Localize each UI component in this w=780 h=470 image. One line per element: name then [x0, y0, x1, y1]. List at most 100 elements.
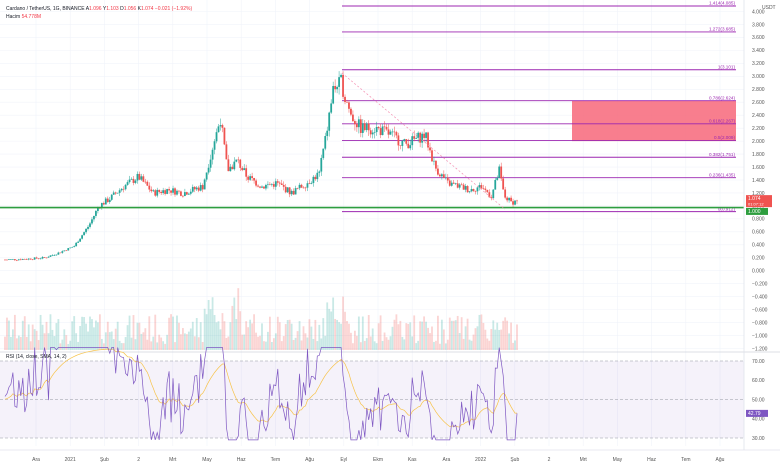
volume-bar	[79, 325, 82, 350]
candle-body	[201, 185, 204, 190]
volume-bar	[148, 316, 151, 350]
volume-bar	[93, 327, 95, 350]
volume-bar	[385, 337, 388, 350]
time-tick-label: Haz	[237, 457, 246, 463]
volume-bar	[146, 339, 149, 350]
volume-bar	[383, 332, 386, 350]
rsi-tick-label: 50.00	[752, 397, 765, 403]
volume-bar	[423, 316, 425, 350]
volume-bar	[219, 329, 222, 350]
volume-bar	[138, 322, 141, 350]
candle-body	[286, 187, 289, 193]
candle-body	[346, 101, 348, 103]
volume-bar	[91, 319, 93, 350]
volume-bar	[286, 320, 289, 350]
candle-body	[6, 259, 8, 261]
candle-body	[148, 185, 151, 190]
candle-body	[13, 259, 16, 261]
volume-bar	[462, 338, 465, 350]
volume-bar	[118, 340, 121, 350]
candle-body	[27, 258, 30, 260]
volume-bar	[514, 340, 516, 350]
volume-bar	[185, 334, 188, 350]
volume-bar	[417, 340, 420, 350]
volume-bar	[47, 333, 50, 350]
candle-body	[10, 259, 12, 260]
rsi-panel: 70.00 60.00 50.00 40.00 30.00 RSI (14, close,…	[0, 347, 780, 442]
candle-body	[142, 176, 145, 182]
candle-body	[217, 126, 220, 133]
volume-bar	[435, 340, 437, 350]
candle-body	[300, 184, 303, 188]
candle-body	[59, 252, 62, 254]
volume-bar	[6, 317, 8, 350]
candle-body	[431, 150, 433, 162]
candle-body	[379, 128, 382, 136]
volume-bar	[504, 317, 507, 350]
volume-bar	[381, 340, 384, 350]
volume-bar	[61, 339, 64, 350]
candle-body	[178, 190, 180, 192]
volume-bar	[425, 321, 427, 350]
candle-body	[75, 242, 78, 247]
volume-bar	[359, 342, 362, 350]
volume-bar	[193, 336, 196, 350]
time-tick-label: 2022	[475, 457, 486, 463]
candle-body	[247, 176, 250, 180]
ohlc-A: A1.096	[85, 6, 102, 12]
candle-body	[257, 185, 259, 187]
candle-body	[221, 125, 224, 128]
volume-bar	[440, 319, 443, 350]
volume-bar	[300, 340, 303, 350]
volume-bar	[249, 319, 252, 350]
candle-body	[294, 188, 297, 195]
candle-body	[385, 126, 388, 130]
volume-bar	[365, 338, 368, 350]
volume-bar	[83, 317, 85, 350]
candle-body	[468, 191, 471, 193]
candle-body	[407, 143, 410, 149]
time-tick-label: 2	[137, 457, 140, 463]
candle-body	[47, 256, 50, 258]
time-tick-label: May	[202, 457, 212, 463]
volume-bar	[367, 315, 370, 350]
candle-body	[193, 186, 196, 190]
volume-bar	[361, 316, 364, 350]
candle-body	[322, 148, 325, 158]
price-tick-label: 1.200	[752, 191, 765, 197]
volume-bar	[446, 339, 449, 350]
volume-bar	[15, 338, 18, 350]
candle-body	[243, 168, 246, 171]
volume-bar	[156, 342, 159, 350]
price-tick-label: −0.400	[752, 294, 768, 300]
candle-body	[456, 183, 459, 188]
volume-bar	[69, 340, 72, 350]
candle-body	[182, 195, 184, 197]
volume-bar	[484, 329, 487, 350]
fibonacci-retracement: 1.414(4.085) 1.272(3.685) 1(3.101) 0.786(2.…	[342, 1, 736, 213]
candle-body	[152, 190, 155, 192]
candle-body	[478, 185, 481, 188]
candle-body	[284, 186, 287, 193]
candle-body	[87, 226, 89, 229]
candle-body	[102, 203, 105, 205]
volume-bar	[330, 311, 333, 350]
candle-body	[187, 193, 190, 195]
candle-body	[203, 179, 206, 190]
price-tick-label: −0.200	[752, 281, 768, 287]
volume-bar	[17, 335, 20, 350]
volume-bar	[77, 341, 80, 350]
candle-body	[31, 259, 34, 261]
candle-body	[35, 257, 38, 259]
candle-body	[95, 210, 97, 216]
volume-bar	[59, 343, 62, 350]
volume-bar	[65, 335, 68, 350]
volume-bar	[460, 317, 463, 350]
volume-bar	[49, 314, 52, 350]
candle-body	[510, 197, 512, 202]
trend-lines	[0, 72, 744, 210]
candle-body	[442, 174, 445, 178]
candle-body	[12, 259, 14, 260]
candle-body	[57, 252, 60, 255]
